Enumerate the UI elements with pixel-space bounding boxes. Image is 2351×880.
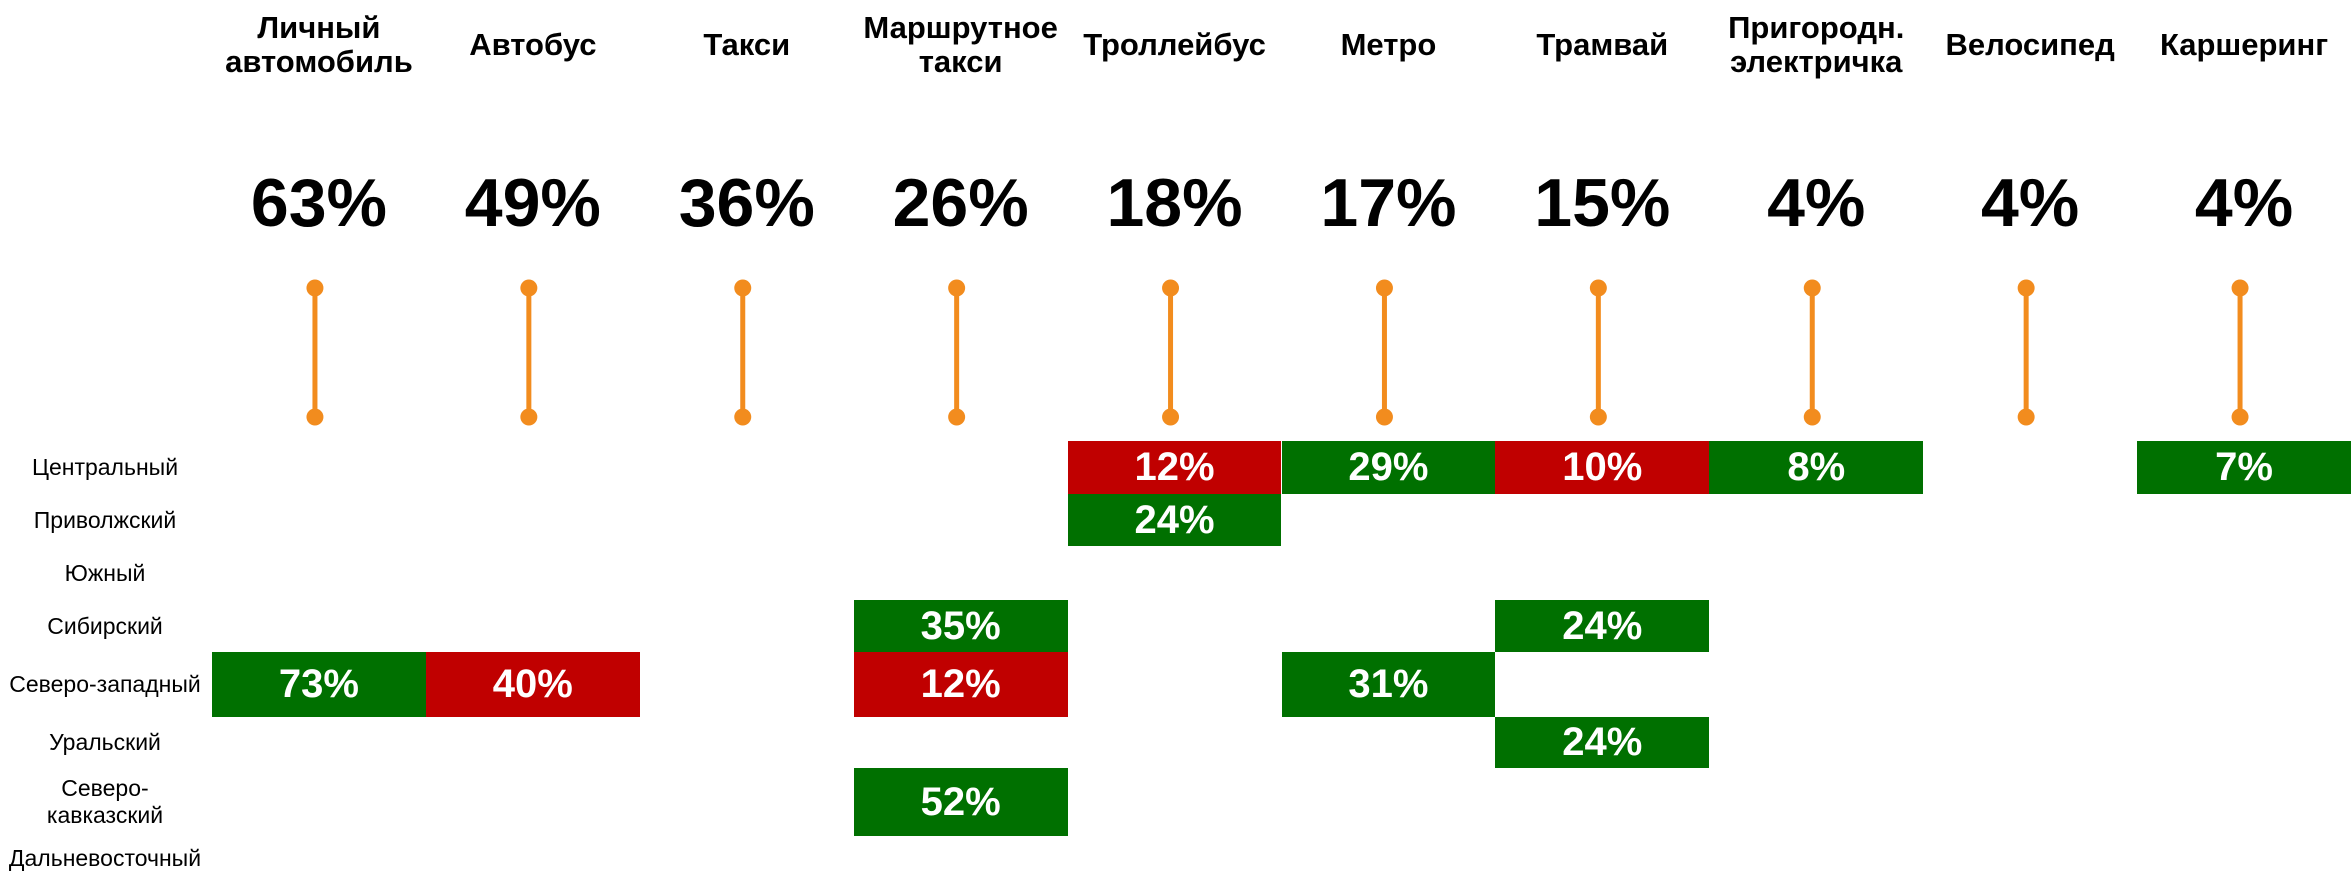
connector-dot [1589,408,1607,426]
region-label: Дальневосточный [8,844,202,871]
connector-dot [306,279,324,297]
column-label: Автобус [469,27,597,62]
share-cell: 24% [1495,600,1710,652]
column-label: Троллейбус [1083,27,1266,62]
share-cell: 12% [853,652,1068,717]
share-cell: 7% [2137,441,2351,494]
region-label: Приволжский [33,506,177,533]
column-label: Метро [1340,27,1437,62]
share-cell: 24% [1495,717,1710,768]
connector-dot [520,279,538,297]
column-value: 26% [892,164,1029,241]
share-cell: 52% [853,768,1068,836]
connector-dot [1375,408,1393,426]
connector-dot [2017,408,2035,426]
column-label: Пригородн. электричка [1728,10,1905,79]
share-cell: 8% [1709,441,1924,494]
column-label: Маршрутное такси [863,10,1058,79]
region-label: Уральский [49,729,161,755]
connector-dot [306,408,324,426]
connector-dot [1589,279,1607,297]
region-label: Сибирский [47,612,163,639]
connector-dot [1803,279,1821,297]
column-value: 18% [1106,164,1243,241]
connector-dot [1803,408,1821,426]
connector-dot [734,408,752,426]
column-label: Каршеринг [2159,27,2329,62]
column-label: Такси [703,27,791,62]
column-value: 63% [250,164,387,241]
connector-dot [2017,279,2035,297]
connector-dot [1375,279,1393,297]
column-label: Велосипед [1945,27,2115,62]
column-value: 4% [1980,164,2080,241]
connector-dot [520,408,538,426]
region-label: Северо- кавказский [46,775,164,828]
share-cell: 29% [1281,441,1496,494]
share-cell: 12% [1067,441,1282,494]
connector-dot [948,408,966,426]
share-cell: 10% [1495,441,1710,494]
column-value: 49% [464,164,601,241]
share-cell: 35% [853,600,1068,652]
connector-dot [948,279,966,297]
share-cell: 73% [212,652,426,717]
column-label: Трамвай [1536,27,1669,62]
column-value: 4% [1767,164,1866,241]
connector-dot [2231,279,2249,297]
region-label: Центральный [31,454,179,480]
share-cell: 24% [1067,494,1282,546]
connector-dot [1162,279,1180,297]
region-label: Северо-западный [9,671,201,697]
connector-dot [1162,408,1180,426]
share-cell: 31% [1281,652,1496,717]
connector-dot [2231,408,2249,426]
connector-dot [734,279,752,297]
region-label: Южный [64,559,146,586]
column-value: 4% [2194,164,2294,241]
column-value: 36% [678,164,815,241]
column-value: 15% [1534,164,1671,241]
share-cell: 40% [425,652,640,717]
column-value: 17% [1320,164,1457,241]
column-label: Личный автомобиль [225,10,413,79]
